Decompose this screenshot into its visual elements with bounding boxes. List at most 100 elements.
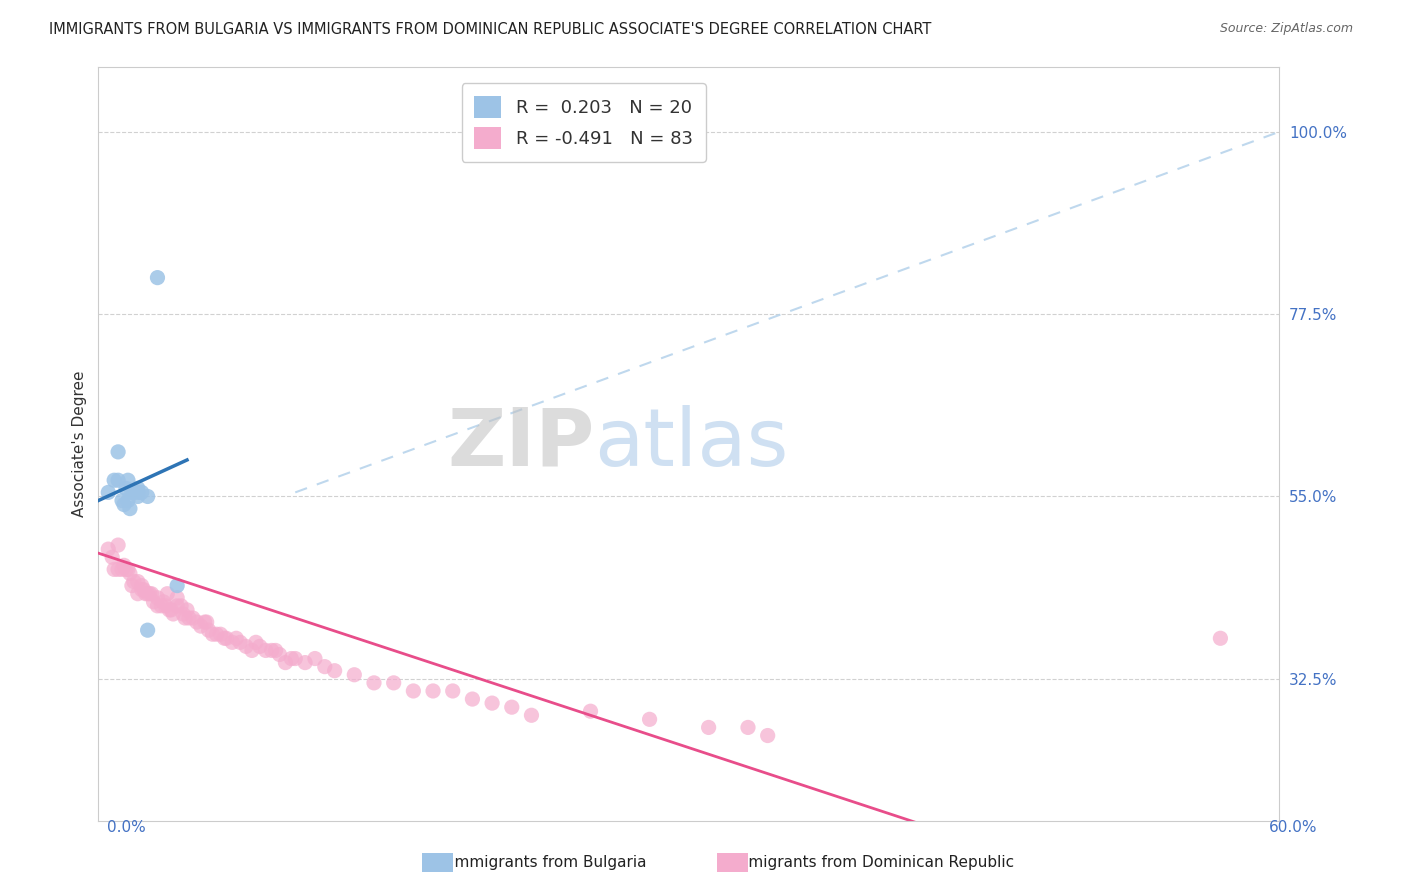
Point — [260, 643, 283, 657]
Point — [186, 615, 208, 629]
Point — [142, 595, 165, 609]
Point — [174, 611, 197, 625]
Point — [156, 587, 179, 601]
Point — [190, 619, 212, 633]
Point — [157, 603, 180, 617]
Point — [162, 607, 184, 621]
Point — [118, 501, 141, 516]
Point — [152, 595, 174, 609]
Point — [304, 651, 326, 665]
Point — [235, 640, 257, 654]
Point — [579, 704, 602, 718]
Point — [343, 667, 366, 681]
Point — [121, 579, 143, 593]
Point — [136, 623, 159, 637]
Point — [131, 582, 153, 597]
Point — [461, 692, 484, 706]
Point — [117, 473, 139, 487]
Point — [103, 562, 125, 576]
Point — [160, 603, 183, 617]
Point — [382, 676, 405, 690]
Point — [172, 607, 194, 621]
Text: Source: ZipAtlas.com: Source: ZipAtlas.com — [1219, 22, 1353, 36]
Point — [136, 490, 159, 504]
Point — [146, 270, 169, 285]
Point — [111, 493, 134, 508]
Point — [284, 651, 307, 665]
Text: IMMIGRANTS FROM BULGARIA VS IMMIGRANTS FROM DOMINICAN REPUBLIC ASSOCIATE'S DEGRE: IMMIGRANTS FROM BULGARIA VS IMMIGRANTS F… — [49, 22, 932, 37]
Point — [138, 587, 160, 601]
Point — [107, 445, 129, 459]
Point — [117, 562, 139, 576]
Text: 60.0%: 60.0% — [1270, 821, 1317, 835]
Text: 0.0%: 0.0% — [107, 821, 146, 835]
Point — [280, 651, 302, 665]
Point — [254, 643, 277, 657]
Point — [131, 485, 153, 500]
Point — [135, 587, 157, 601]
Point — [441, 684, 464, 698]
Point — [166, 579, 188, 593]
Point — [201, 627, 224, 641]
Point — [402, 684, 425, 698]
Text: atlas: atlas — [595, 405, 789, 483]
Point — [111, 562, 134, 576]
Point — [127, 490, 149, 504]
Point — [112, 558, 135, 573]
Point — [132, 582, 155, 597]
Point — [103, 473, 125, 487]
Point — [127, 485, 149, 500]
Point — [240, 643, 263, 657]
Point — [638, 712, 661, 726]
Point — [115, 481, 138, 495]
Point — [209, 627, 232, 641]
Point — [127, 587, 149, 601]
Point — [737, 721, 759, 735]
Point — [249, 640, 271, 654]
Point — [115, 562, 138, 576]
Point — [107, 562, 129, 576]
Point — [141, 587, 163, 601]
Point — [97, 485, 120, 500]
Point — [314, 659, 336, 673]
Point — [107, 473, 129, 487]
Point — [274, 656, 297, 670]
Point — [229, 635, 252, 649]
Point — [1209, 632, 1232, 646]
Point — [155, 599, 177, 613]
Point — [127, 574, 149, 589]
Point — [166, 599, 188, 613]
Point — [146, 599, 169, 613]
Text: Immigrants from Bulgaria: Immigrants from Bulgaria — [450, 855, 647, 870]
Point — [122, 574, 145, 589]
Point — [170, 599, 193, 613]
Point — [150, 599, 173, 613]
Point — [520, 708, 543, 723]
Y-axis label: Associate's Degree: Associate's Degree — [72, 370, 87, 517]
Point — [481, 696, 503, 710]
Point — [112, 498, 135, 512]
Text: Immigrants from Dominican Republic: Immigrants from Dominican Republic — [730, 855, 1014, 870]
Point — [422, 684, 444, 698]
Legend: R =  0.203   N = 20, R = -0.491   N = 83: R = 0.203 N = 20, R = -0.491 N = 83 — [461, 84, 706, 161]
Point — [363, 676, 385, 690]
Point — [756, 729, 779, 743]
Point — [197, 623, 219, 637]
Point — [127, 481, 149, 495]
Point — [205, 627, 228, 641]
Point — [181, 611, 204, 625]
Point — [97, 542, 120, 557]
Point — [131, 579, 153, 593]
Point — [501, 700, 523, 714]
Point — [118, 566, 141, 581]
Point — [101, 550, 124, 565]
Point — [194, 615, 217, 629]
Point — [177, 611, 200, 625]
Point — [264, 643, 287, 657]
Point — [176, 603, 198, 617]
Point — [121, 485, 143, 500]
Point — [146, 591, 169, 605]
Point — [294, 656, 316, 670]
Text: ZIP: ZIP — [447, 405, 595, 483]
Point — [122, 485, 145, 500]
